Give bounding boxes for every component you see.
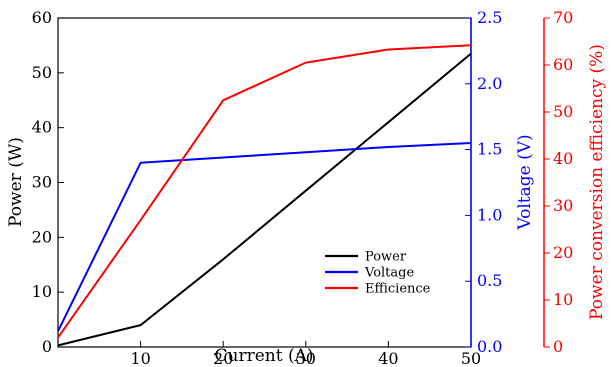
x-tick-label: 40 — [378, 349, 398, 367]
series-line-efficience — [57, 44, 472, 339]
power-tick-label: 20 — [32, 227, 52, 246]
series-line-voltage — [57, 142, 472, 332]
voltage-tick-label: 1.0 — [477, 205, 502, 224]
power-axis-title: Power (W) — [6, 137, 26, 227]
legend-label-power: Power — [365, 250, 407, 265]
voltage-axis-ticks: 0.0 0.5 1.0 1.5 2.0 2.5 — [465, 8, 502, 356]
efficiency-tick-label: 30 — [553, 196, 573, 215]
voltage-tick-label: 1.5 — [477, 140, 502, 159]
x-tick-label: 50 — [461, 349, 481, 367]
voltage-tick-label: 0.0 — [477, 337, 502, 356]
series-line-power — [57, 52, 472, 347]
efficiency-tick-label: 10 — [553, 290, 573, 309]
efficiency-tick-label: 60 — [553, 55, 573, 74]
efficiency-tick-label: 70 — [553, 8, 573, 27]
voltage-tick-label: 2.5 — [477, 8, 502, 27]
efficiency-axis-title: Power conversion efficiency (%) — [587, 44, 607, 320]
power-tick-label: 40 — [32, 118, 52, 137]
efficiency-tick-label: 40 — [553, 149, 573, 168]
power-tick-label: 0 — [42, 337, 52, 356]
efficiency-tick-label: 0 — [553, 337, 563, 356]
plot-frame — [57, 17, 472, 348]
x-tick-label: 30 — [296, 349, 316, 367]
power-tick-label: 10 — [32, 282, 52, 301]
efficiency-tick-label: 50 — [553, 102, 573, 121]
power-tick-label: 60 — [32, 8, 52, 27]
x-axis-title: Current (A) — [215, 346, 314, 366]
x-tick-label: 20 — [213, 349, 233, 367]
legend-label-voltage: Voltage — [364, 266, 414, 281]
efficiency-axis: 0 10 20 30 40 50 60 70 — [543, 8, 573, 356]
voltage-tick-label: 2.0 — [477, 74, 502, 93]
power-tick-label: 30 — [32, 173, 52, 192]
voltage-axis-title: Voltage (V) — [515, 134, 535, 230]
x-axis-ticks: 10 20 30 40 50 — [130, 341, 481, 367]
series-lines — [57, 44, 472, 347]
x-tick-label: 10 — [130, 349, 150, 367]
power-tick-label: 50 — [32, 63, 52, 82]
voltage-tick-label: 0.5 — [477, 271, 502, 290]
efficiency-tick-label: 20 — [553, 243, 573, 262]
power-axis-ticks: 0 10 20 30 40 50 60 — [32, 8, 64, 356]
legend-label-efficience: Efficience — [365, 282, 431, 297]
